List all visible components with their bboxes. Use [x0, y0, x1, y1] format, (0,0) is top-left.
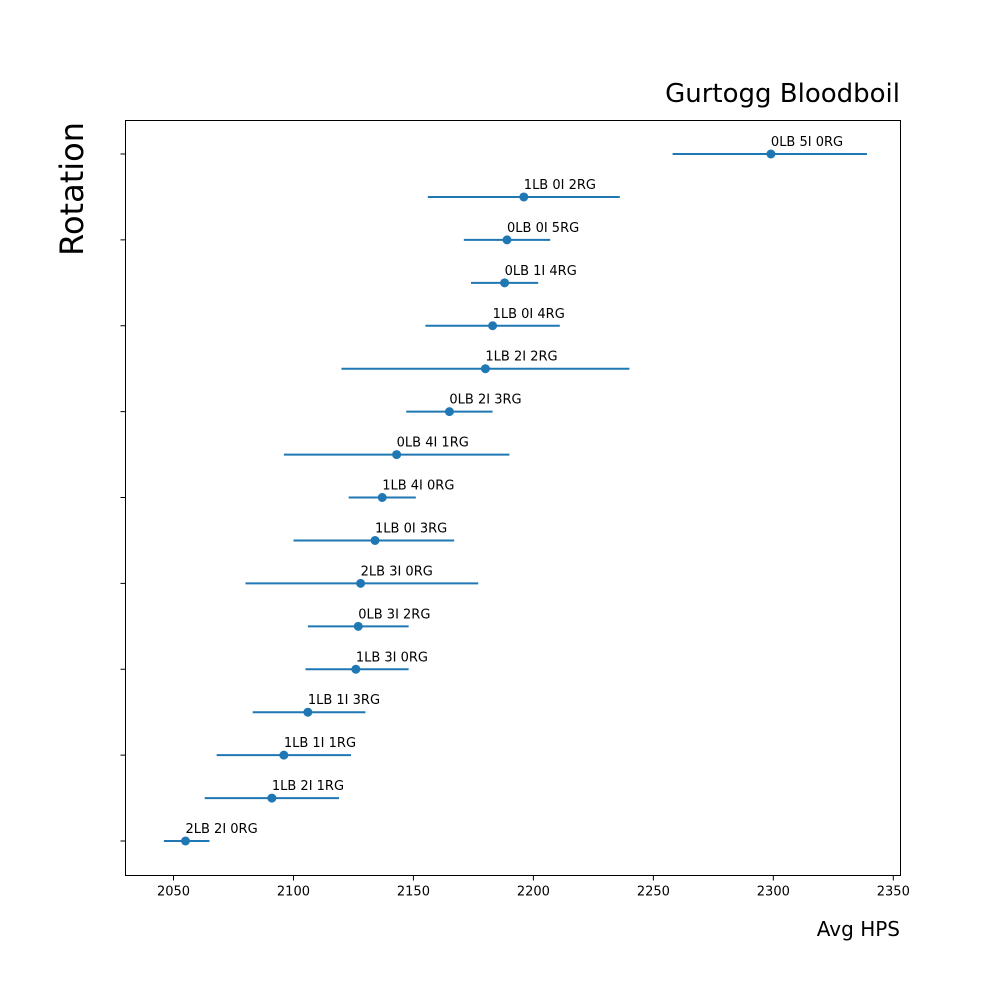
point-label: 1LB 2I 2RG: [485, 350, 557, 365]
data-point-group: 0LB 3I 2RG: [307, 607, 430, 631]
x-tick-label: 2300: [757, 885, 790, 900]
y-axis-ticks: [120, 153, 126, 842]
x-tick-label: 2100: [277, 885, 310, 900]
data-point-group: 0LB 2I 3RG: [406, 393, 522, 417]
data-point: [502, 235, 512, 245]
chart-title: Gurtogg Bloodboil: [665, 79, 900, 109]
data-point-group: 0LB 4I 1RG: [283, 436, 510, 460]
x-axis-label: Avg HPS: [817, 917, 900, 941]
data-point: [500, 278, 510, 288]
point-label: 0LB 3I 2RG: [358, 607, 430, 622]
x-tick-label: 2250: [637, 885, 670, 900]
data-point-group: 2LB 3I 0RG: [245, 564, 479, 588]
point-label: 1LB 0I 4RG: [493, 307, 565, 322]
data-point-group: 0LB 0I 5RG: [463, 221, 579, 245]
point-label: 1LB 2I 1RG: [272, 779, 344, 794]
data-point-group: 1LB 1I 3RG: [252, 693, 380, 717]
data-marks: 2LB 2I 0RG 1LB 2I 1RG 1LB 1I 1RG 1LB 1I 3RG…: [163, 135, 867, 846]
data-point: [392, 450, 402, 460]
data-point: [279, 750, 289, 760]
point-label: 1LB 0I 3RG: [375, 521, 447, 536]
data-point-group: 1LB 0I 3RG: [293, 521, 455, 545]
data-point: [519, 192, 529, 202]
data-point: [356, 578, 366, 588]
data-point: [377, 493, 387, 502]
data-point-group: 1LB 3I 0RG: [305, 650, 428, 674]
data-point: [480, 364, 490, 374]
point-label: 0LB 1I 4RG: [505, 264, 577, 279]
point-label: 0LB 0I 5RG: [507, 221, 579, 236]
data-point: [766, 149, 776, 159]
data-point: [351, 664, 361, 674]
data-point: [370, 535, 380, 545]
point-label: 0LB 5I 0RG: [771, 135, 843, 150]
point-label: 0LB 4I 1RG: [397, 436, 469, 451]
data-point: [488, 321, 498, 331]
x-tick-label: 2350: [877, 885, 910, 900]
point-label: 1LB 1I 1RG: [284, 736, 356, 751]
point-label: 1LB 0I 2RG: [524, 178, 596, 193]
data-point: [444, 407, 454, 417]
data-point-group: 1LB 2I 2RG: [341, 350, 630, 374]
point-label: 1LB 3I 0RG: [356, 650, 428, 665]
data-point: [303, 707, 313, 717]
data-point-group: 1LB 1I 1RG: [216, 736, 356, 760]
data-point-group: 1LB 0I 4RG: [425, 307, 565, 331]
data-point: [353, 621, 363, 631]
x-tick-label: 2050: [157, 885, 190, 900]
data-point: [267, 793, 277, 803]
plot-area: 2050 2100 2150 2200 2250 2300 2350 2LB 2I 0RG 1…: [120, 120, 910, 900]
data-point-group: 0LB 5I 0RG: [672, 135, 867, 159]
data-point-group: 0LB 1I 4RG: [471, 264, 577, 288]
data-point-group: 1LB 2I 1RG: [204, 779, 344, 803]
point-label: 2LB 2I 0RG: [185, 822, 257, 837]
point-label: 0LB 2I 3RG: [449, 393, 521, 408]
x-tick-label: 2200: [517, 885, 550, 900]
x-tick-label: 2150: [397, 885, 430, 900]
data-point: [180, 836, 190, 846]
y-axis-label: Rotation: [53, 122, 91, 256]
x-axis-ticks: 2050 2100 2150 2200 2250 2300 2350: [157, 875, 910, 900]
point-label: 1LB 4I 0RG: [382, 479, 454, 494]
data-point-group: 1LB 4I 0RG: [348, 479, 454, 502]
point-label: 1LB 1I 3RG: [308, 693, 380, 708]
data-point-group: 2LB 2I 0RG: [163, 822, 258, 846]
point-label: 2LB 3I 0RG: [361, 564, 433, 579]
data-point-group: 1LB 0I 2RG: [427, 178, 620, 202]
